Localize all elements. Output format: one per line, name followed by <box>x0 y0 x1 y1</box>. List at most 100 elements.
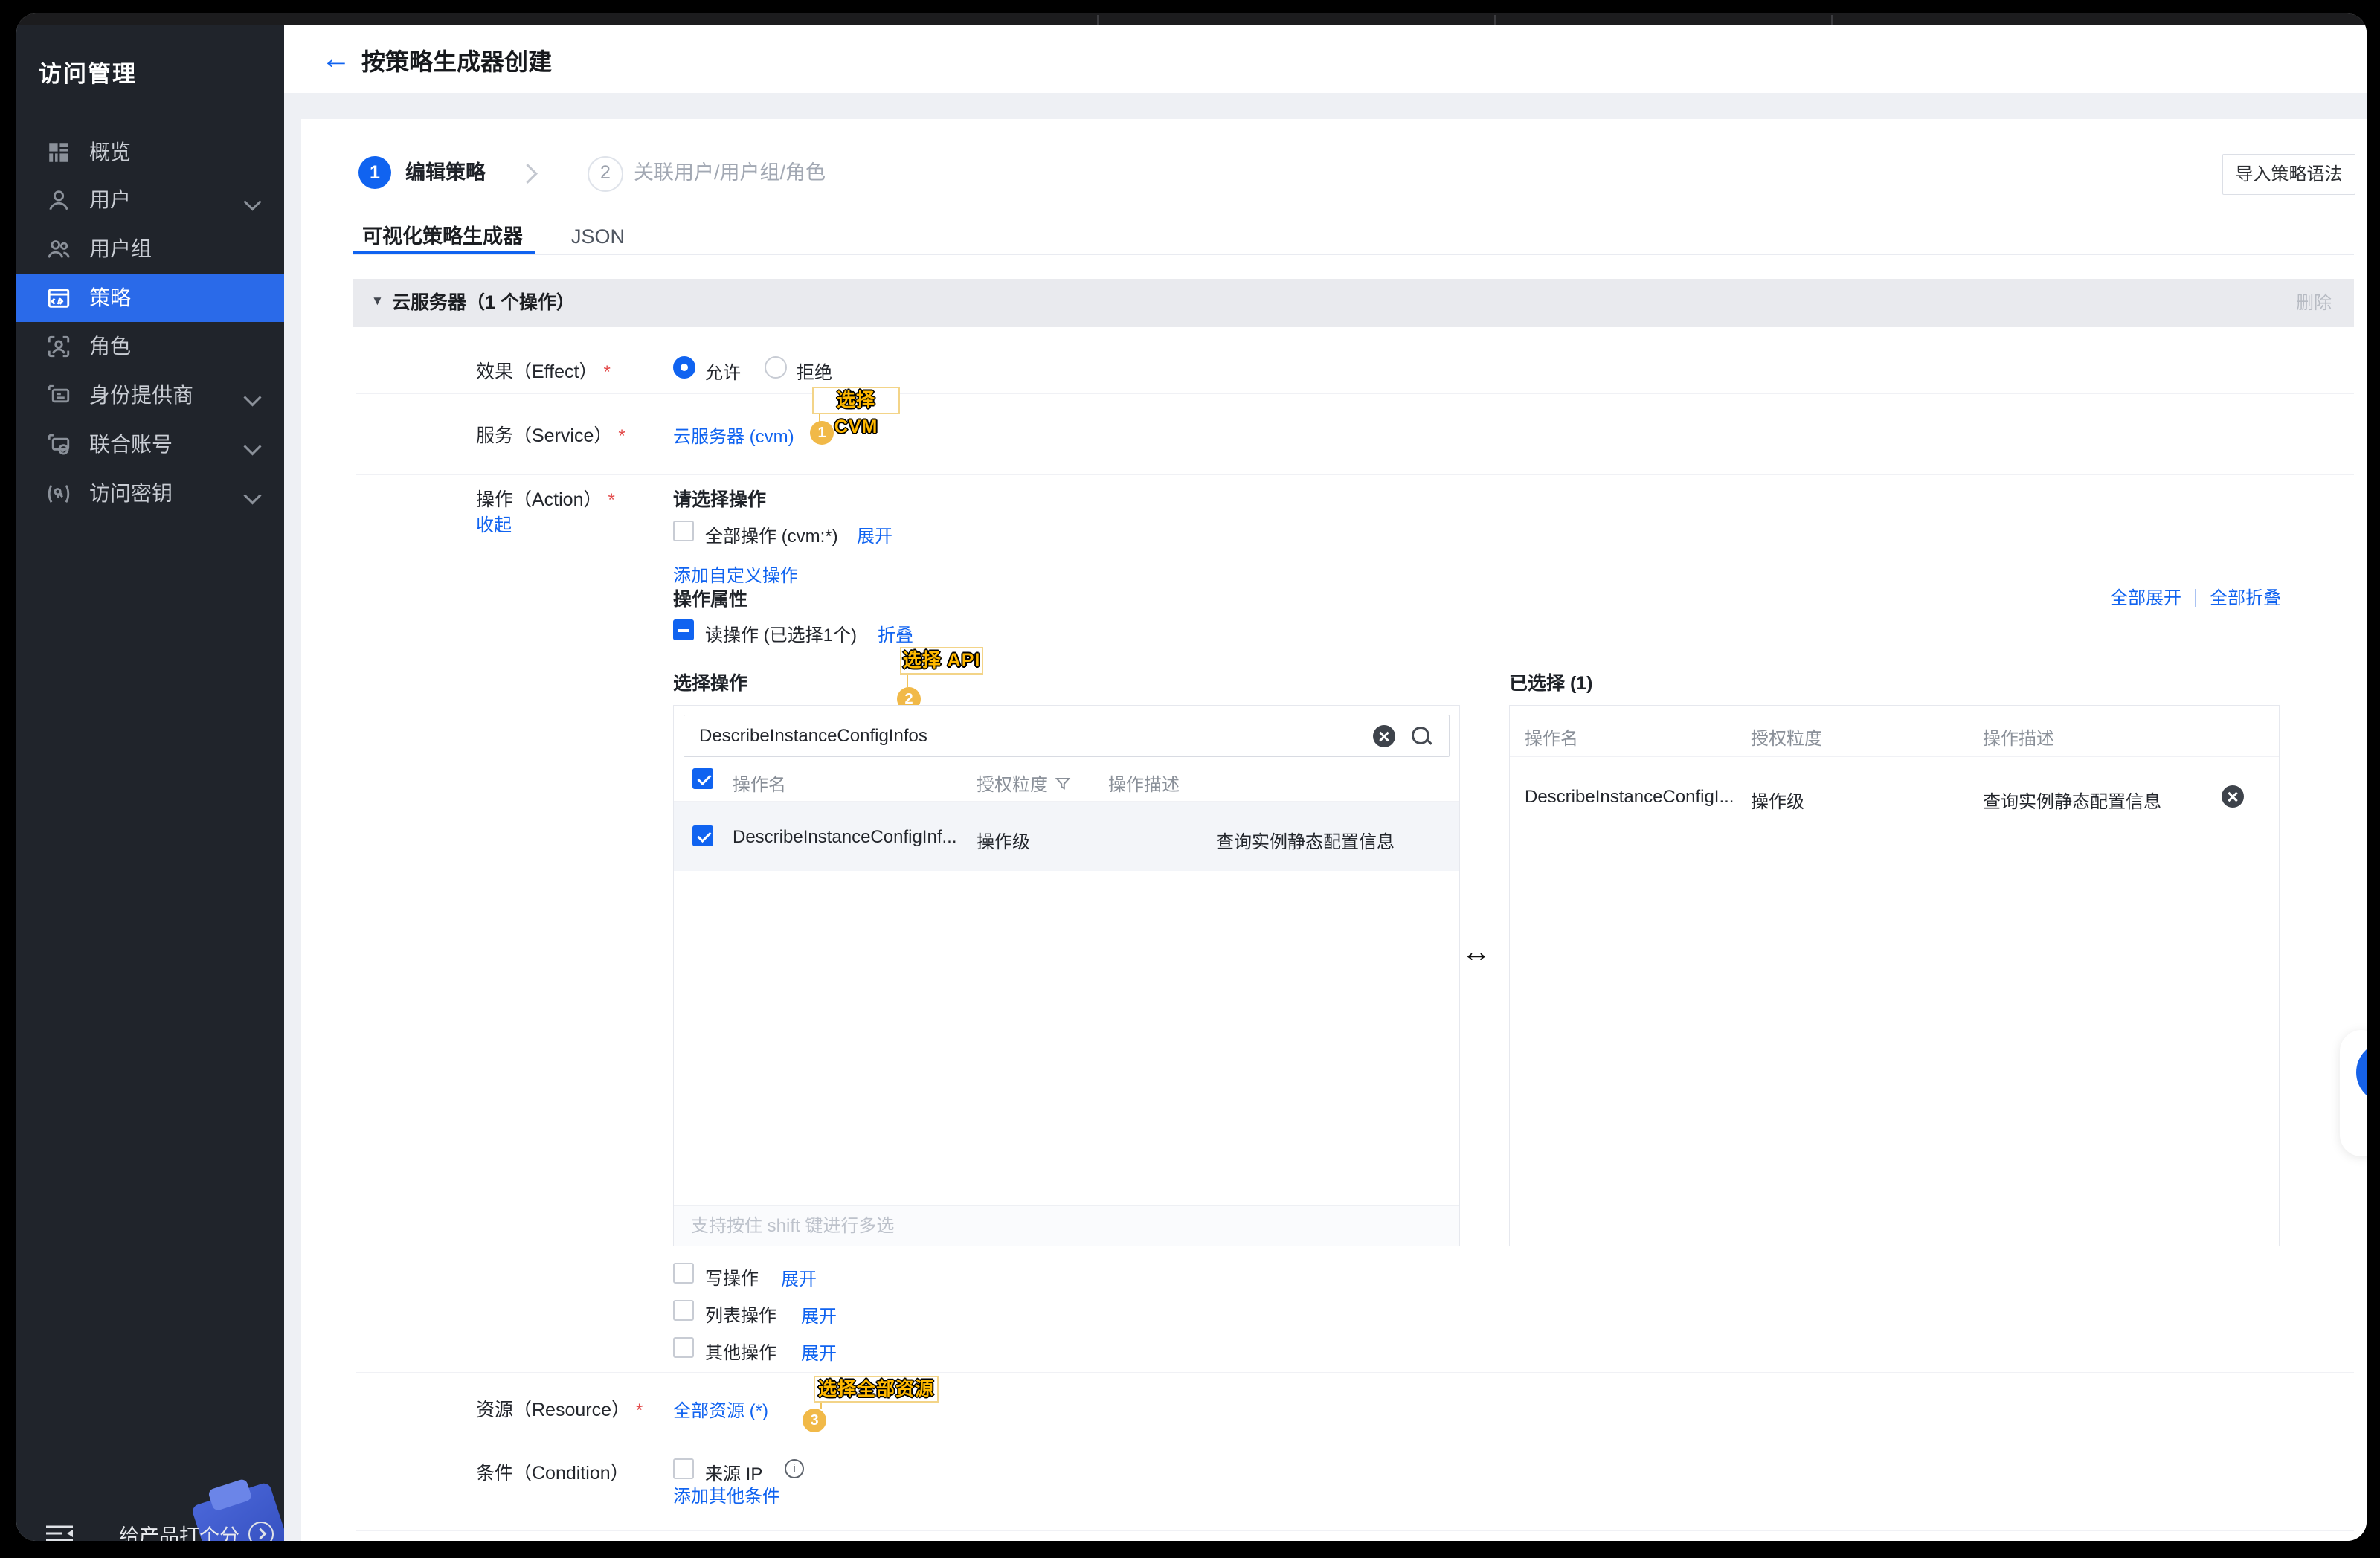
annotation-badge-1: 1 <box>810 421 834 445</box>
tab-separator <box>1494 15 1496 25</box>
all-resources-link[interactable]: 全部资源 (*) <box>673 1401 768 1421</box>
tab-visual-policy-generator[interactable]: 可视化策略生成器 <box>362 225 523 248</box>
effect-deny-radio[interactable] <box>765 356 787 379</box>
chevron-down-icon <box>243 437 262 456</box>
write-expand-link[interactable]: 展开 <box>781 1269 817 1290</box>
action-collapse-link[interactable]: 收起 <box>476 515 512 535</box>
write-operations-label[interactable]: 写操作 <box>705 1269 759 1289</box>
sidebar-item-roles[interactable]: 角色 <box>16 323 284 370</box>
user-group-icon <box>46 236 71 262</box>
annotation-select-all-resources: 选择全部资源 <box>814 1376 939 1403</box>
divider <box>356 393 2354 394</box>
other-operations-label[interactable]: 其他操作 <box>705 1343 776 1363</box>
collapse-sidebar-icon[interactable] <box>45 1525 74 1541</box>
sidebar-item-label: 角色 <box>89 335 132 358</box>
operation-row[interactable]: DescribeInstanceConfigInf... 操作级 查询实例静态配… <box>674 802 1459 871</box>
user-icon <box>46 187 71 213</box>
other-expand-link[interactable]: 展开 <box>801 1344 837 1364</box>
rate-product-link[interactable]: 给产品打个分 <box>119 1525 239 1541</box>
import-policy-syntax-button[interactable]: 导入策略语法 <box>2222 154 2355 195</box>
filter-funnel-icon[interactable] <box>1054 775 1072 798</box>
operation-search-input[interactable] <box>684 715 1450 757</box>
sidebar-item-users[interactable]: 用户 <box>16 176 284 224</box>
resource-label: 资源（Resource） * <box>476 1400 643 1420</box>
read-operations-label[interactable]: 读操作 (已选择1个) <box>705 625 857 646</box>
row-checkbox[interactable] <box>692 825 713 846</box>
remove-selected-icon[interactable] <box>2222 785 2244 808</box>
sidebar-item-label: 用户组 <box>89 237 152 260</box>
transfer-arrow-icon: ↔ <box>1461 936 1491 968</box>
add-other-condition-link[interactable]: 添加其他条件 <box>673 1487 780 1507</box>
sidebar-item-policies[interactable]: 策略 <box>16 274 284 322</box>
effect-deny-label[interactable]: 拒绝 <box>797 363 832 383</box>
sidebar-item-label: 访问密钥 <box>89 482 173 505</box>
column-header-granularity: 授权粒度 <box>977 770 1072 798</box>
service-cvm-link[interactable]: 云服务器 (cvm) <box>673 427 794 447</box>
step-2-label: 关联用户/用户组/角色 <box>634 161 826 184</box>
section-caret-icon: ▼ <box>371 294 384 308</box>
panel-footer: 支持按住 shift 键进行多选 <box>674 1205 1459 1246</box>
action-label: 操作（Action） * <box>476 489 615 510</box>
collapse-all-link[interactable]: 全部折叠 <box>2210 588 2281 608</box>
overview-grid-icon <box>46 140 71 165</box>
effect-allow-label[interactable]: 允许 <box>705 363 741 383</box>
step-1-label: 编辑策略 <box>405 161 486 184</box>
step-chevron-icon <box>518 164 538 184</box>
annotation-connector <box>907 675 908 687</box>
required-mark: * <box>608 490 615 510</box>
list-operations-label[interactable]: 列表操作 <box>705 1306 776 1326</box>
expand-all-link[interactable]: 全部展开 <box>2110 588 2181 608</box>
column-header-granularity: 授权粒度 <box>1751 729 1822 749</box>
divider <box>356 1530 2354 1531</box>
row-name: DescribeInstanceConfigI... <box>1525 787 1734 807</box>
column-header-desc: 操作描述 <box>1983 729 2054 749</box>
action-props-title: 操作属性 <box>673 589 748 610</box>
all-operations-expand-link[interactable]: 展开 <box>857 527 892 547</box>
tab-json[interactable]: JSON <box>571 225 625 248</box>
required-mark: * <box>603 362 611 382</box>
sidebar-item-user-groups[interactable]: 用户组 <box>16 225 284 273</box>
all-operations-label[interactable]: 全部操作 (cvm:*) <box>705 527 838 547</box>
search-icon[interactable] <box>1410 725 1432 747</box>
sidebar-item-overview[interactable]: 概览 <box>16 129 284 176</box>
back-arrow-icon[interactable]: ← <box>321 42 351 75</box>
tab-track <box>353 254 2354 255</box>
browser-tabstrip <box>16 13 2367 25</box>
sidebar-item-label: 策略 <box>89 286 132 309</box>
service-label: 服务（Service） * <box>476 425 625 446</box>
section-title: 云服务器（1 个操作） <box>392 292 575 313</box>
add-custom-action-link[interactable]: 添加自定义操作 <box>673 566 798 586</box>
read-operations-checkbox[interactable] <box>673 619 694 640</box>
info-icon[interactable]: i <box>785 1459 804 1478</box>
source-ip-checkbox[interactable] <box>673 1458 694 1479</box>
write-operations-checkbox[interactable] <box>673 1263 694 1284</box>
column-header-name: 操作名 <box>1525 729 1578 749</box>
delete-section-button[interactable]: 删除 <box>2296 293 2332 313</box>
all-operations-checkbox[interactable] <box>673 521 694 541</box>
row-granularity: 操作级 <box>977 832 1030 852</box>
source-ip-label[interactable]: 来源 IP <box>705 1464 763 1484</box>
divider <box>356 474 2354 475</box>
read-operations-fold-link[interactable]: 折叠 <box>878 625 913 646</box>
sidebar-item-identity-providers[interactable]: 身份提供商 <box>16 372 284 419</box>
select-all-checkbox[interactable] <box>692 768 713 789</box>
chevron-down-icon <box>243 193 262 211</box>
clear-search-icon[interactable] <box>1373 725 1395 747</box>
row-name: DescribeInstanceConfigInf... <box>733 827 957 847</box>
list-expand-link[interactable]: 展开 <box>801 1307 837 1327</box>
other-operations-checkbox[interactable] <box>673 1337 694 1358</box>
chevron-down-icon <box>243 486 262 505</box>
effect-allow-radio[interactable] <box>673 356 695 379</box>
sidebar-item-access-keys[interactable]: 访问密钥 <box>16 470 284 518</box>
list-operations-checkbox[interactable] <box>673 1300 694 1321</box>
service-section-header[interactable]: ▼ 云服务器（1 个操作） 删除 <box>353 279 2354 327</box>
role-icon <box>46 334 71 359</box>
sidebar-item-label: 联合账号 <box>89 433 173 456</box>
floating-pill <box>2340 1030 2367 1156</box>
sidebar-item-label: 概览 <box>89 141 132 164</box>
step-1-circle: 1 <box>358 156 391 189</box>
sidebar-item-federated-accounts[interactable]: 联合账号 <box>16 421 284 469</box>
step-2-circle: 2 <box>588 156 623 192</box>
tab-active-underline <box>353 251 535 254</box>
chevron-circle-icon[interactable] <box>248 1522 274 1541</box>
